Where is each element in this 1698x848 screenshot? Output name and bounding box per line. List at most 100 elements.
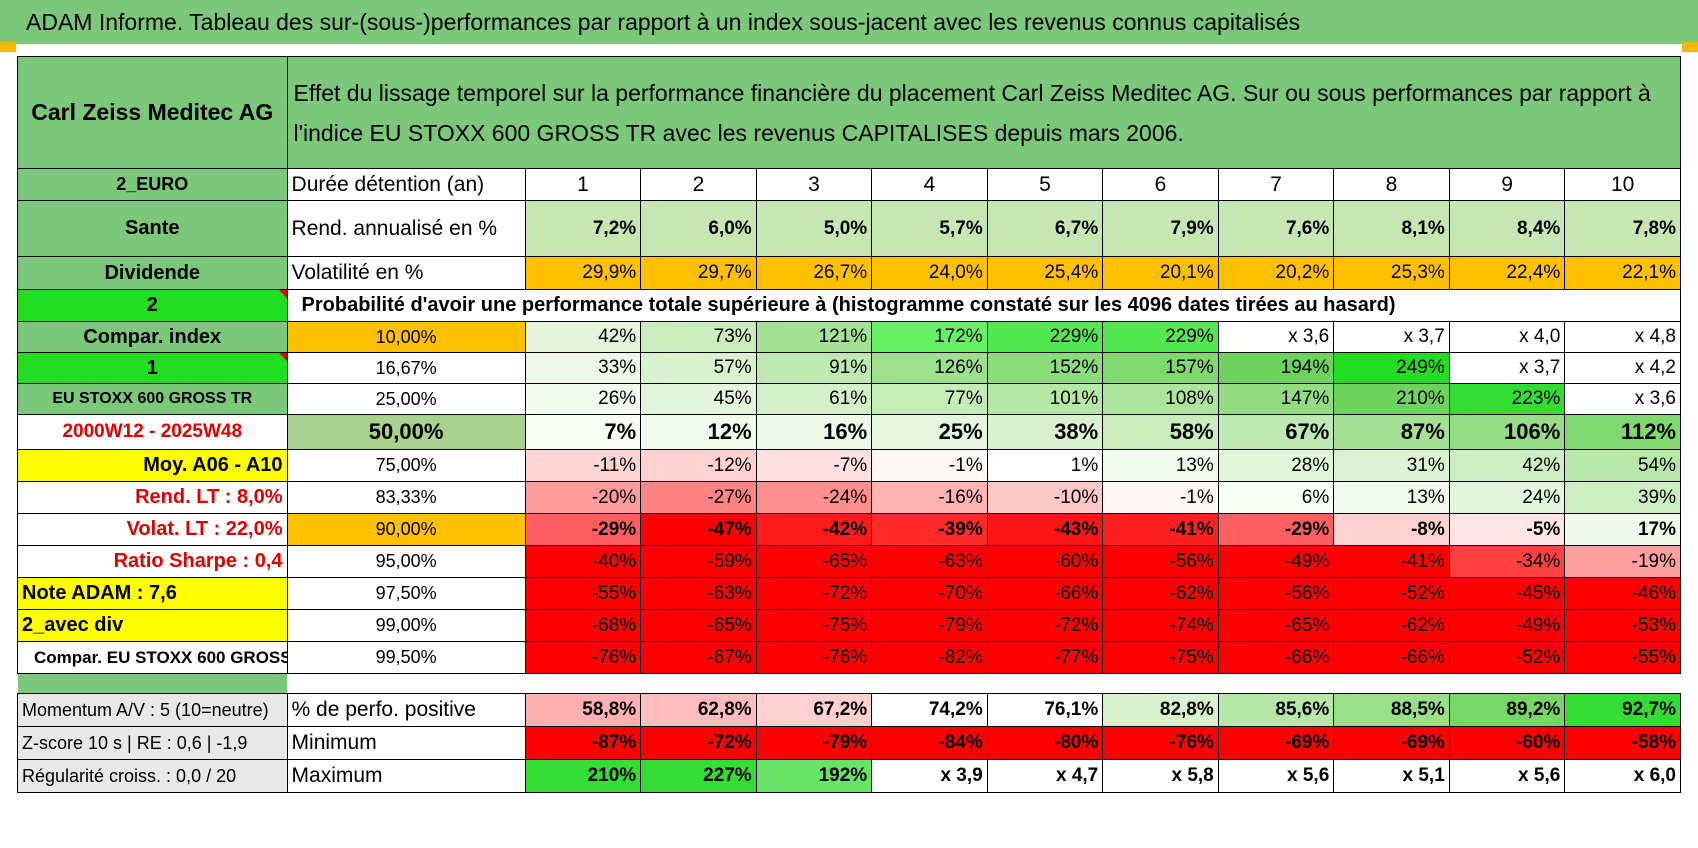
- compar-index-label: Compar. index: [17, 321, 288, 353]
- prob-threshold: 25,00%: [286, 383, 526, 415]
- prob-threshold: 90,00%: [286, 513, 526, 546]
- sharpe-ratio-label: Ratio Sharpe : 0,4: [17, 545, 288, 578]
- stat-cell: 210%: [524, 759, 642, 793]
- prob-cell: -29%: [1217, 513, 1335, 546]
- prob-cell: -82%: [871, 641, 988, 674]
- prob-cell: -59%: [640, 545, 757, 578]
- return-value: 5,7%: [871, 200, 988, 257]
- prob-cell: 16%: [755, 414, 873, 450]
- prob-cell: x 3,7: [1448, 352, 1566, 384]
- year-header: 4: [871, 168, 988, 201]
- prob-cell: 6%: [1217, 481, 1335, 514]
- prob-row: Volat. LT : 22,0% 90,00% -29% -47% -42% …: [17, 513, 1681, 546]
- prob-cell: 249%: [1333, 352, 1450, 384]
- corner-marker-right: [1682, 42, 1698, 52]
- prob-cell: -72%: [986, 609, 1104, 642]
- volatility-value: 29,9%: [524, 256, 642, 290]
- prob-cell: -39%: [871, 513, 988, 546]
- currency-label: 2_EURO: [17, 168, 288, 201]
- stat-cell: 76,1%: [986, 693, 1104, 727]
- prob-cell: -56%: [1217, 577, 1335, 610]
- prob-cell: 172%: [871, 321, 988, 353]
- prob-cell: -16%: [871, 481, 988, 514]
- prob-cell: -66%: [1217, 641, 1335, 674]
- prob-cell: 42%: [1448, 449, 1566, 482]
- minimum-label: Minimum: [286, 726, 526, 760]
- prob-cell: -24%: [755, 481, 873, 514]
- prob-cell: 31%: [1333, 449, 1450, 482]
- prob-cell: -27%: [640, 481, 757, 514]
- prob-cell: -72%: [755, 577, 873, 610]
- prob-cell: 39%: [1564, 481, 1681, 514]
- return-value: 8,4%: [1448, 200, 1566, 257]
- prob-cell: -76%: [524, 641, 642, 674]
- stat-cell: 62,8%: [640, 693, 757, 727]
- stat-cell: -72%: [640, 726, 757, 760]
- prob-cell: 61%: [755, 383, 873, 415]
- z-score-label: Z-score 10 s | RE : 0,6 | -1,9: [17, 726, 288, 760]
- prob-cell: 87%: [1333, 414, 1450, 450]
- prob-cell: -63%: [871, 545, 988, 578]
- return-value: 6,0%: [640, 200, 757, 257]
- year-header: 6: [1102, 168, 1219, 201]
- prob-cell: 58%: [1102, 414, 1219, 450]
- return-value: 7,2%: [524, 200, 642, 257]
- prob-cell: 38%: [986, 414, 1104, 450]
- prob-cell: -7%: [755, 449, 873, 482]
- positive-label: % de perfo. positive: [286, 693, 526, 727]
- prob-cell: 101%: [986, 383, 1104, 415]
- prob-row: EU STOXX 600 GROSS TR 25,00% 26% 45% 61%…: [17, 383, 1681, 415]
- prob-cell: -41%: [1102, 513, 1219, 546]
- company-name: Carl Zeiss Meditec AG: [17, 56, 288, 169]
- stat-cell: -80%: [986, 726, 1104, 760]
- prob-threshold: 99,50%: [286, 641, 526, 674]
- prob-cell: -47%: [640, 513, 757, 546]
- stats-row-positive: Momentum A/V : 5 (10=neutre) % de perfo.…: [17, 693, 1681, 727]
- stat-cell: 74,2%: [871, 693, 988, 727]
- prob-cell: 91%: [755, 352, 873, 384]
- prob-cell: -5%: [1448, 513, 1566, 546]
- prob-cell: -10%: [986, 481, 1104, 514]
- prob-cell: 25%: [871, 414, 988, 450]
- prob-cell: x 4,8: [1564, 321, 1681, 353]
- prob-cell: -52%: [1333, 577, 1450, 610]
- maximum-label: Maximum: [286, 759, 526, 793]
- prob-threshold: 50,00%: [286, 414, 526, 450]
- prob-cell: 13%: [1102, 449, 1219, 482]
- performance-table: Carl Zeiss Meditec AG Effet du lissage t…: [17, 56, 1682, 793]
- return-value: 7,8%: [1564, 200, 1681, 257]
- prob-cell: -1%: [1102, 481, 1219, 514]
- prob-cell: 17%: [1564, 513, 1681, 546]
- long-term-return-label: Rend. LT : 8,0%: [17, 481, 288, 514]
- return-value: 7,9%: [1102, 200, 1219, 257]
- prob-threshold: 97,50%: [286, 577, 526, 610]
- year-header: 5: [986, 168, 1104, 201]
- stat-cell: 82,8%: [1102, 693, 1219, 727]
- prob-cell: 77%: [871, 383, 988, 415]
- volatility-value: 20,2%: [1217, 256, 1335, 290]
- volatility-value: 26,7%: [755, 256, 873, 290]
- prob-cell: 108%: [1102, 383, 1219, 415]
- prob-cell: x 4,2: [1564, 352, 1681, 384]
- prob-cell: -11%: [524, 449, 642, 482]
- prob-cell: x 4,0: [1448, 321, 1566, 353]
- prob-threshold: 95,00%: [286, 545, 526, 578]
- prob-cell: 147%: [1217, 383, 1335, 415]
- prob-row: Ratio Sharpe : 0,4 95,00% -40% -59% -65%…: [17, 545, 1681, 578]
- prob-cell: -55%: [524, 577, 642, 610]
- year-header: 8: [1333, 168, 1450, 201]
- stats-row-minimum: Z-score 10 s | RE : 0,6 | -1,9 Minimum -…: [17, 726, 1681, 760]
- adam-note-label: Note ADAM : 7,6: [17, 577, 288, 610]
- prob-cell: -66%: [1333, 641, 1450, 674]
- prob-cell: -19%: [1564, 545, 1681, 578]
- report-title: ADAM Informe. Tableau des sur-(sous-)per…: [0, 0, 1698, 44]
- prob-cell: -1%: [871, 449, 988, 482]
- prob-cell: -70%: [871, 577, 988, 610]
- prob-cell: 12%: [640, 414, 757, 450]
- prob-cell: 67%: [1217, 414, 1335, 450]
- stat-cell: x 5,8: [1102, 759, 1219, 793]
- with-dividend-label: 2_avec div: [17, 609, 288, 642]
- prob-threshold: 75,00%: [286, 449, 526, 482]
- stat-cell: x 5,6: [1217, 759, 1335, 793]
- prob-cell: -43%: [986, 513, 1104, 546]
